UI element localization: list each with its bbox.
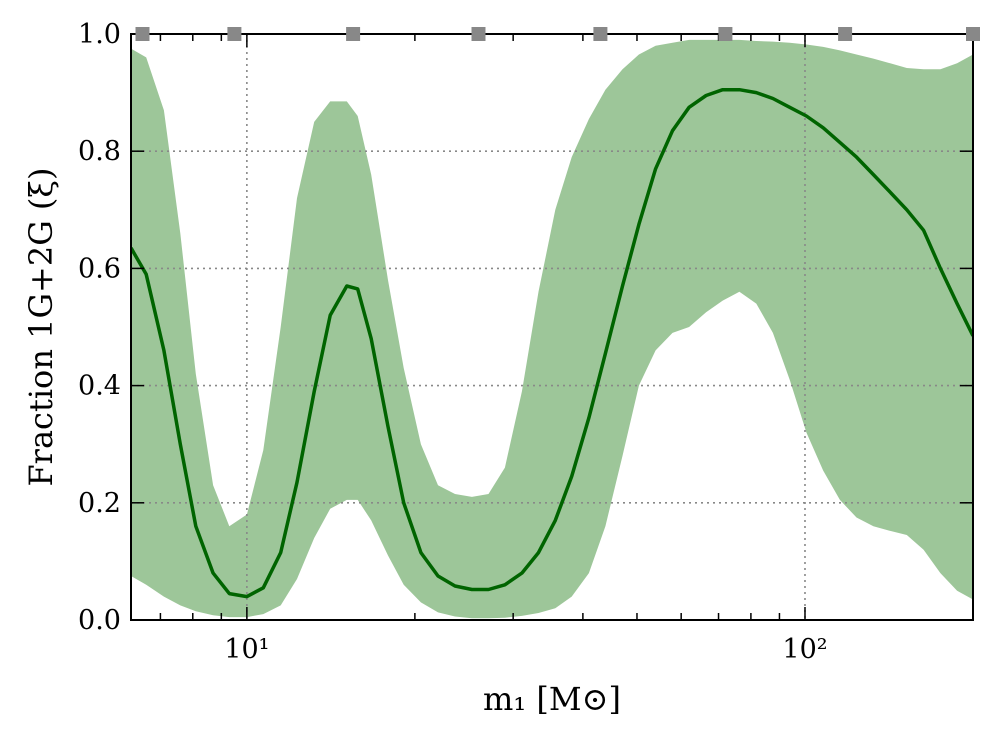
grid: [131, 34, 973, 620]
y-tick-label: 0.6: [78, 253, 121, 284]
median-curve: [131, 87, 973, 599]
knot-marker: [593, 27, 608, 41]
knot-marker: [471, 27, 486, 41]
axis-ticks: [131, 33, 974, 621]
plot-frame: [130, 33, 974, 621]
y-tick-label: 0.4: [78, 371, 121, 402]
knot-marker: [966, 27, 980, 41]
knot-marker: [227, 27, 242, 41]
knot-marker: [718, 27, 733, 41]
knot-marker: [135, 27, 150, 41]
credible-band-area: [131, 39, 973, 619]
y-tick-label: 0.2: [78, 488, 121, 519]
knot-marker: [838, 27, 853, 41]
y-axis-label: Fraction 1G+2G (ξ): [22, 167, 60, 486]
y-tick-label: 0.8: [78, 136, 121, 167]
x-tick-labels: 10¹ 10²: [224, 634, 827, 665]
x-tick-label: 10¹: [224, 634, 269, 665]
x-axis-label: m₁ [M⊙]: [483, 680, 621, 718]
credible-band: [131, 39, 973, 619]
y-tick-labels: 0.0 0.2 0.4 0.6 0.8 1.0: [78, 19, 121, 636]
y-tick-label: 1.0: [78, 19, 121, 50]
knot-marker: [346, 27, 361, 41]
y-tick-label: 0.0: [78, 605, 121, 636]
knot-markers: [135, 27, 980, 41]
median-line: [131, 87, 973, 599]
x-tick-label: 10²: [782, 634, 827, 665]
